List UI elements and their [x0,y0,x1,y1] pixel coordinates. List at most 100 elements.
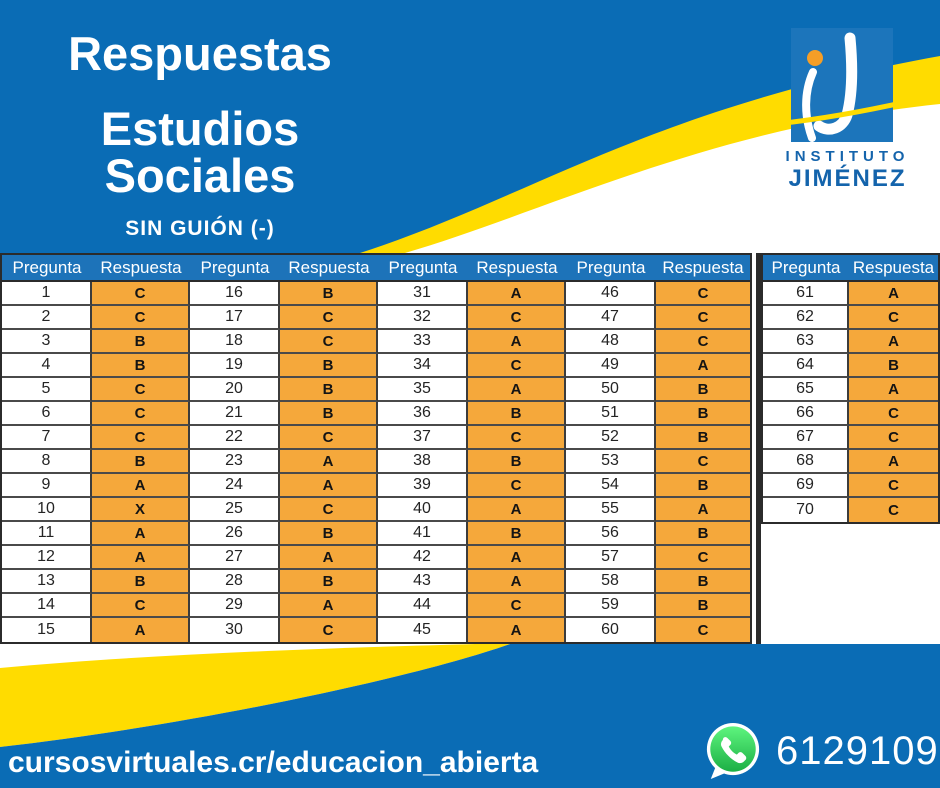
column-header-respuesta: Respuesta [468,255,566,282]
answer-cell: C [656,330,750,354]
answer-cell: C [92,306,190,330]
answer-cell: A [849,450,938,474]
answer-cell: B [656,402,750,426]
answer-cell: A [92,522,190,546]
phone-number: 61291091 [776,728,940,773]
question-cell: 44 [378,594,468,618]
answer-cell: B [468,522,566,546]
answer-cell: B [656,474,750,498]
question-cell: 62 [763,306,849,330]
answer-cell: A [468,570,566,594]
answer-cell: C [280,330,378,354]
question-cell: 43 [378,570,468,594]
answer-cell: B [280,354,378,378]
question-cell: 20 [190,378,280,402]
title-line1: Respuestas [68,27,332,80]
answer-cell: C [468,594,566,618]
instituto-jimenez-logo: INSTITUTO JIMÉNEZ [755,20,940,193]
answer-cell: B [656,594,750,618]
answer-cell: A [92,618,190,642]
question-cell: 12 [2,546,92,570]
question-cell: 65 [763,378,849,402]
column-header-pregunta: Pregunta [763,255,849,282]
question-cell: 59 [566,594,656,618]
question-cell: 6 [2,402,92,426]
question-cell: 9 [2,474,92,498]
question-cell: 61 [763,282,849,306]
column-header-pregunta: Pregunta [190,255,280,282]
answer-cell: X [92,498,190,522]
answer-cell: C [92,378,190,402]
answer-cell: A [468,282,566,306]
question-cell: 63 [763,330,849,354]
answer-cell: A [468,546,566,570]
answer-cell: A [849,378,938,402]
question-cell: 60 [566,618,656,642]
question-cell: 1 [2,282,92,306]
question-cell: 34 [378,354,468,378]
question-cell: 48 [566,330,656,354]
question-cell: 33 [378,330,468,354]
question-cell: 22 [190,426,280,450]
question-cell: 25 [190,498,280,522]
answer-cell: A [92,474,190,498]
answer-cell: B [280,402,378,426]
answer-cell: A [468,330,566,354]
answer-cell: A [656,354,750,378]
question-cell: 55 [566,498,656,522]
question-cell: 23 [190,450,280,474]
question-cell: 68 [763,450,849,474]
answer-cell: C [92,594,190,618]
question-cell: 5 [2,378,92,402]
answer-cell: B [92,330,190,354]
question-cell: 31 [378,282,468,306]
answer-cell: C [656,306,750,330]
column-header-respuesta: Respuesta [849,255,938,282]
answer-cell: B [656,570,750,594]
answer-cell: C [849,306,938,330]
answer-cell: A [280,474,378,498]
question-cell: 69 [763,474,849,498]
question-cell: 35 [378,378,468,402]
question-cell: 47 [566,306,656,330]
answer-cell: C [656,618,750,642]
answer-cell: A [849,282,938,306]
logo-text-jimenez: JIMÉNEZ [788,165,907,192]
question-cell: 8 [2,450,92,474]
question-cell: 45 [378,618,468,642]
column-header-pregunta: Pregunta [2,255,92,282]
question-cell: 50 [566,378,656,402]
question-cell: 15 [2,618,92,642]
answer-cell: A [280,594,378,618]
question-cell: 28 [190,570,280,594]
answer-cell: A [468,498,566,522]
question-cell: 29 [190,594,280,618]
question-cell: 39 [378,474,468,498]
title-line2: Estudios Sociales [100,102,300,202]
question-cell: 2 [2,306,92,330]
question-cell: 19 [190,354,280,378]
bottom-wave-decoration [0,644,940,788]
question-cell: 58 [566,570,656,594]
answer-cell: C [656,450,750,474]
answer-cell: C [92,402,190,426]
answer-cell: B [468,402,566,426]
answer-cell: B [468,450,566,474]
question-cell: 56 [566,522,656,546]
question-cell: 10 [2,498,92,522]
answer-cell: C [468,354,566,378]
answer-cell: C [656,546,750,570]
table-group-divider [756,253,761,644]
question-cell: 21 [190,402,280,426]
question-cell: 30 [190,618,280,642]
question-cell: 41 [378,522,468,546]
answer-cell: C [92,426,190,450]
question-cell: 70 [763,498,849,522]
question-cell: 16 [190,282,280,306]
question-cell: 38 [378,450,468,474]
question-cell: 18 [190,330,280,354]
answers-table-group-5: Pregunta Respuesta 61 A 62 C 63 A 64 B 65 A 66 C 67 C 68… [761,253,940,524]
answer-cell: B [92,354,190,378]
answer-cell: C [849,402,938,426]
